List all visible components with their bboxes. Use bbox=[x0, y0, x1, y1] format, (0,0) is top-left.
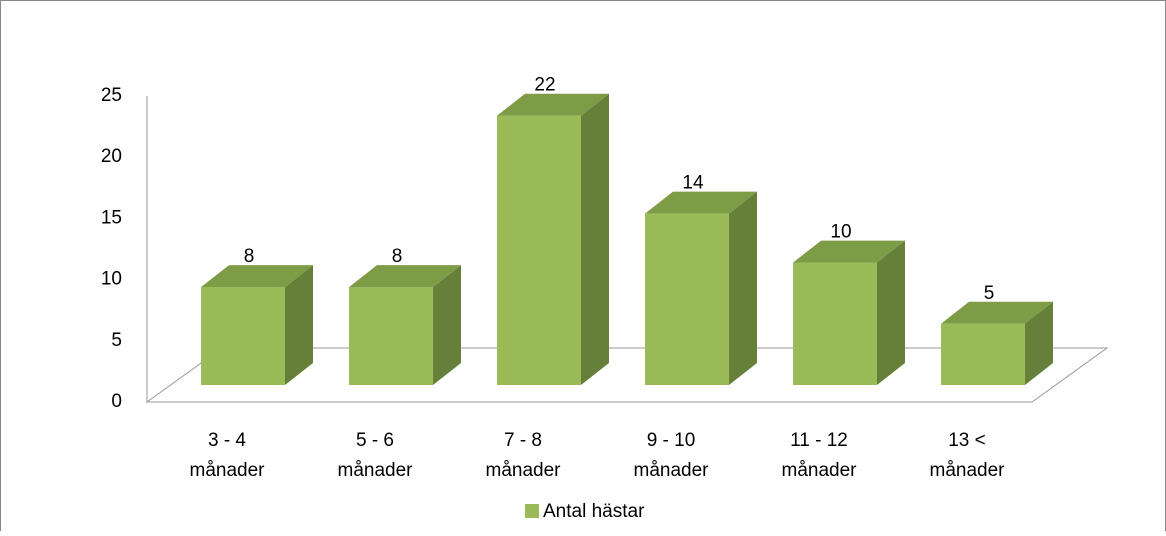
bar-side bbox=[729, 191, 757, 385]
bar-top bbox=[497, 93, 609, 116]
data-label: 22 bbox=[534, 75, 555, 96]
x-tick-label: månader bbox=[190, 460, 266, 481]
bar-side bbox=[285, 265, 313, 385]
bar-top bbox=[941, 301, 1053, 324]
bar-top bbox=[645, 191, 757, 214]
bar bbox=[201, 265, 313, 385]
x-tick-label: 9 - 10 bbox=[647, 430, 696, 451]
bar-top bbox=[349, 265, 461, 288]
x-tick-label: 7 - 8 bbox=[504, 430, 542, 451]
data-label: 5 bbox=[984, 283, 995, 304]
bar-front bbox=[497, 115, 581, 385]
y-tick-label: 25 bbox=[101, 85, 122, 106]
data-label: 10 bbox=[830, 222, 851, 243]
bar-front bbox=[645, 213, 729, 385]
x-tick-label: månader bbox=[486, 460, 562, 481]
bar-side bbox=[581, 93, 609, 385]
bar-front bbox=[349, 287, 433, 385]
bar-side bbox=[433, 265, 461, 385]
x-tick-label: månader bbox=[782, 460, 858, 481]
legend-label: Antal hästar bbox=[543, 501, 645, 522]
floor bbox=[145, 347, 1109, 403]
x-tick-label: 13 < bbox=[948, 430, 986, 451]
x-tick-label: månader bbox=[338, 460, 414, 481]
x-tick-label: 11 - 12 bbox=[790, 430, 848, 451]
bar-top bbox=[793, 240, 905, 263]
y-tick-label: 10 bbox=[101, 269, 122, 290]
x-tick-label: månader bbox=[930, 460, 1006, 481]
bar-side bbox=[1025, 301, 1053, 385]
x-tick-label: 3 - 4 bbox=[208, 430, 246, 451]
bar-top bbox=[201, 265, 313, 288]
bar-side bbox=[877, 240, 905, 385]
bar-front bbox=[941, 323, 1025, 385]
data-label: 14 bbox=[682, 173, 704, 194]
y-tick-label: 5 bbox=[111, 330, 122, 351]
bar-front bbox=[793, 262, 877, 385]
bar bbox=[645, 191, 757, 385]
y-tick-label: 0 bbox=[111, 391, 122, 412]
bar bbox=[349, 265, 461, 385]
bar-front bbox=[201, 287, 285, 385]
y-tick-label: 15 bbox=[101, 207, 122, 228]
bar bbox=[941, 301, 1053, 385]
data-label: 8 bbox=[244, 246, 255, 267]
data-label: 8 bbox=[392, 246, 403, 267]
x-tick-label: 5 - 6 bbox=[356, 430, 394, 451]
bar bbox=[793, 240, 905, 385]
legend-swatch bbox=[525, 504, 539, 518]
x-tick-label: månader bbox=[634, 460, 710, 481]
y-tick-label: 20 bbox=[101, 146, 122, 167]
bar bbox=[497, 93, 609, 385]
